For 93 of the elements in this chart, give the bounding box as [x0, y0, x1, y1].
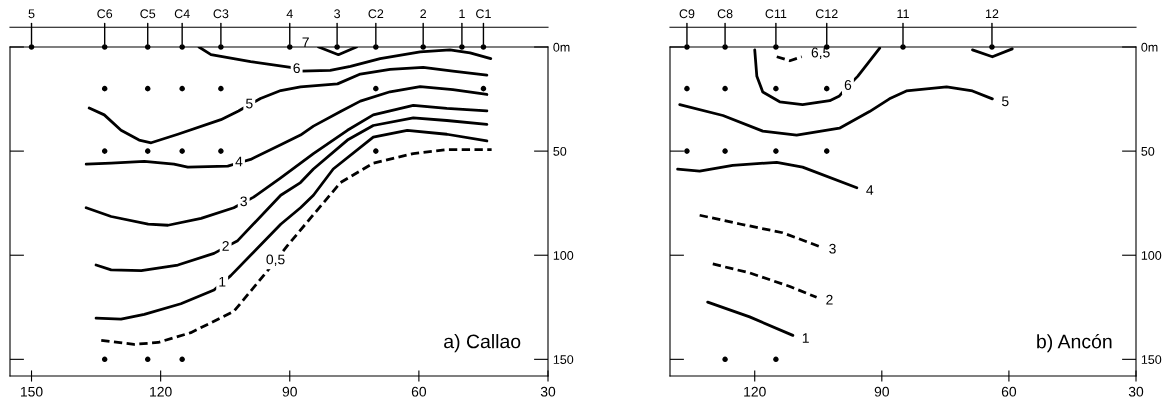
point	[823, 85, 830, 92]
point	[420, 44, 426, 50]
annotation: C9	[679, 9, 695, 19]
point	[179, 356, 185, 363]
point	[101, 85, 108, 92]
annotation: C11	[765, 9, 787, 19]
annotation: C6	[97, 9, 113, 19]
annotation: C5	[140, 9, 156, 19]
point	[773, 356, 779, 363]
x-tick-label: 90	[874, 386, 889, 397]
x-tick-label: 30	[1128, 386, 1144, 397]
point	[684, 44, 690, 50]
annotation: C12	[815, 9, 838, 19]
x-tick-label: 30	[540, 386, 556, 397]
annotation: 2	[222, 241, 229, 251]
x-tick-label: 150	[20, 386, 43, 397]
point	[773, 44, 779, 50]
point	[144, 85, 151, 92]
annotation: 6	[844, 80, 852, 90]
line-series	[94, 116, 489, 273]
annotation: 1	[802, 333, 809, 343]
point	[373, 85, 379, 92]
y-tick-label: 0m	[1141, 42, 1158, 52]
y-tick-label: 150	[1141, 355, 1162, 364]
annotation: C8	[717, 9, 733, 19]
y-tick-label: 50	[553, 146, 567, 156]
annotation: 2	[420, 9, 427, 19]
point	[218, 44, 224, 50]
x-tick-label: 60	[411, 386, 427, 397]
point	[28, 44, 35, 50]
y-tick-label: 0m	[553, 42, 570, 52]
line-series	[711, 262, 818, 299]
line-series	[676, 160, 859, 190]
point	[722, 356, 728, 363]
point	[218, 85, 224, 92]
annotation: 5	[28, 9, 35, 19]
point	[179, 44, 185, 50]
x-tick-label: 120	[744, 386, 766, 397]
point	[480, 85, 487, 92]
annotation: 7	[302, 37, 309, 48]
annotation: 6	[293, 63, 300, 74]
point	[773, 148, 779, 154]
point	[722, 85, 728, 92]
point	[459, 44, 465, 50]
annotation: 3	[334, 9, 341, 19]
text: a) Callao	[444, 334, 521, 353]
annotation: 3	[829, 243, 836, 254]
point	[684, 148, 690, 154]
point	[900, 44, 906, 50]
y-tick-label: 50	[1141, 146, 1155, 156]
point	[773, 85, 779, 92]
point	[101, 44, 108, 50]
annotation: 1	[459, 9, 465, 19]
point	[286, 44, 293, 50]
annotation: 5	[1001, 96, 1009, 107]
point	[684, 85, 690, 92]
point	[722, 44, 728, 50]
point	[480, 44, 487, 50]
y-tick-label: 150	[553, 355, 574, 364]
point	[144, 148, 151, 154]
point	[373, 44, 379, 50]
annotation: 4	[866, 185, 874, 195]
annotation: 4	[286, 9, 293, 19]
point	[823, 148, 830, 154]
annotation: 12	[985, 9, 999, 19]
x-tick-label: 120	[150, 386, 172, 397]
x-tick-label: 90	[282, 386, 297, 397]
line-series	[94, 128, 489, 321]
point	[722, 148, 728, 154]
point	[144, 356, 151, 363]
y-tick-label: 100	[1141, 251, 1162, 260]
annotation: 2	[826, 294, 833, 305]
x-tick-label: 60	[1001, 386, 1017, 397]
text: b) Ancón	[1037, 333, 1112, 353]
line-series	[698, 213, 821, 248]
y-tick-label: 100	[553, 251, 574, 260]
point	[144, 44, 151, 50]
annotation: C2	[368, 9, 384, 19]
point	[101, 148, 108, 154]
point	[101, 356, 108, 363]
annotation: 5	[246, 98, 253, 109]
annotation: 1	[219, 276, 226, 287]
point	[179, 85, 185, 92]
annotation: C1	[476, 9, 491, 19]
annotation: C3	[213, 9, 229, 19]
point	[218, 148, 224, 154]
annotation: 11	[897, 9, 909, 19]
annotation: 0,5	[266, 254, 285, 267]
point	[989, 44, 995, 50]
point	[334, 44, 340, 50]
point	[373, 148, 379, 154]
annotation: C4	[174, 9, 190, 19]
point	[179, 148, 185, 154]
